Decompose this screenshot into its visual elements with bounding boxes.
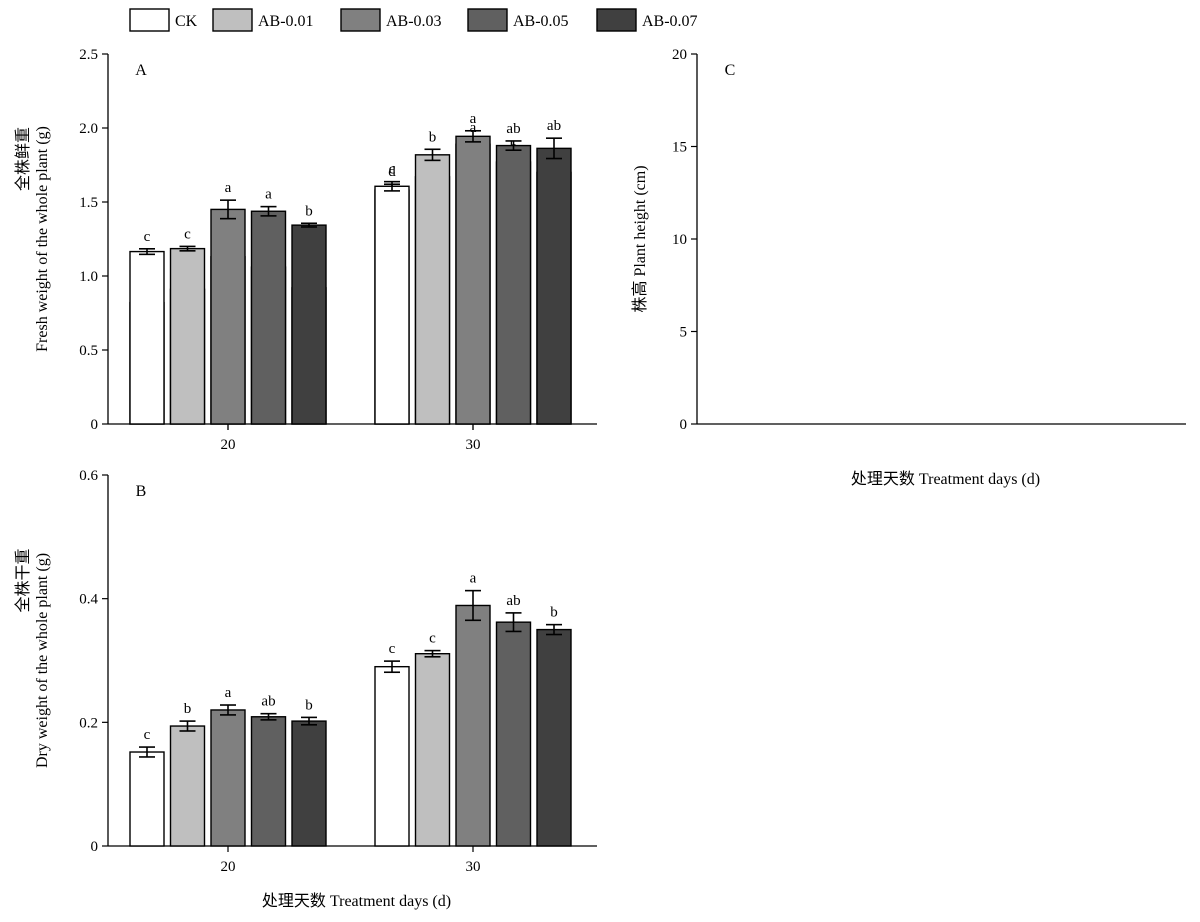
x-tick-label: 30 bbox=[466, 437, 481, 453]
y-tick-label: 2.0 bbox=[79, 121, 98, 137]
significance-letter: c bbox=[184, 226, 191, 242]
panel-label-b: B bbox=[136, 483, 147, 500]
legend: CK AB-0.01 AB-0.03 AB-0.05 AB-0.07 bbox=[129, 8, 698, 32]
significance-letter: b bbox=[550, 605, 558, 621]
y-tick-label: 2.5 bbox=[79, 47, 98, 63]
legend-swatch-ab-0.05 bbox=[467, 8, 508, 32]
legend-swatch-ck bbox=[129, 8, 170, 32]
y-tick-label: 10 bbox=[672, 232, 687, 248]
y-tick-label: 1.0 bbox=[79, 269, 98, 285]
y-axis-title-cn: 株高 bbox=[631, 281, 649, 313]
y-tick-label: 0.5 bbox=[79, 343, 98, 359]
bar-ab-0.07-day30 bbox=[536, 147, 572, 425]
legend-swatch-ab-0.07 bbox=[596, 8, 637, 32]
legend-label-ab-0.03: AB-0.03 bbox=[386, 13, 442, 30]
y-tick-label: 0.2 bbox=[79, 715, 98, 731]
y-tick-label: 0 bbox=[91, 839, 99, 855]
y-tick-label: 20 bbox=[672, 47, 687, 63]
legend-swatch-ab-0.03 bbox=[340, 8, 381, 32]
significance-letter: ab bbox=[547, 118, 561, 134]
y-axis-title-cn: 全株鲜重 bbox=[14, 127, 32, 191]
panel-label-a: A bbox=[135, 62, 147, 79]
legend-swatch-ab-0.01 bbox=[212, 8, 253, 32]
y-axis-title-en: Fresh weight of the whole plant (g) bbox=[34, 126, 51, 352]
significance-letter: b bbox=[305, 203, 313, 219]
y-tick-label: 0.4 bbox=[79, 592, 98, 608]
y-axis-title: 株高 Plant height (cm) bbox=[631, 165, 649, 312]
bar-ab-0.03-day30 bbox=[455, 604, 491, 847]
significance-letter: a bbox=[470, 571, 477, 587]
y-axis-title-en: Dry weight of the whole plant (g) bbox=[34, 553, 51, 768]
legend-label-ab-0.05: AB-0.05 bbox=[513, 13, 569, 30]
y-tick-label: 0 bbox=[680, 417, 688, 433]
significance-letter: ab bbox=[506, 593, 520, 609]
significance-letter: c bbox=[429, 631, 436, 647]
x-axis-title: 处理天数 Treatment days (d) bbox=[851, 470, 1040, 488]
bar-ab-0.05-day30 bbox=[495, 144, 532, 425]
bar-ab-0.01-day30 bbox=[414, 652, 451, 847]
legend-label-ab-0.07: AB-0.07 bbox=[642, 13, 698, 30]
bar-ck-day20 bbox=[129, 751, 165, 847]
bar-ab-0.07-day20 bbox=[291, 224, 327, 425]
y-tick-label: 0.6 bbox=[79, 468, 98, 484]
significance-letter: b bbox=[305, 697, 313, 713]
bar-ck-day30 bbox=[374, 665, 410, 847]
significance-letter: ab bbox=[506, 121, 520, 137]
bar-ab-0.01-day20 bbox=[169, 247, 206, 425]
significance-letter: c bbox=[144, 229, 151, 245]
significance-letter: c bbox=[389, 641, 396, 657]
panel-label-c: C bbox=[725, 62, 736, 79]
significance-letter: c bbox=[389, 162, 396, 178]
significance-letter: a bbox=[470, 111, 477, 127]
y-tick-label: 0 bbox=[91, 417, 99, 433]
bar-ab-0.01-day30 bbox=[414, 154, 451, 425]
x-tick-label: 20 bbox=[221, 859, 236, 875]
significance-letter: b bbox=[184, 701, 192, 717]
bar-ck-day20 bbox=[129, 250, 165, 425]
y-axis-title-en: Plant height (cm) bbox=[632, 165, 649, 280]
y-tick-label: 15 bbox=[672, 140, 687, 156]
y-tick-label: 1.5 bbox=[79, 195, 98, 211]
significance-letter: d bbox=[388, 164, 396, 180]
bar-ab-0.07-day30 bbox=[536, 628, 572, 847]
significance-letter: a bbox=[265, 187, 272, 203]
bar-ab-0.01-day20 bbox=[169, 725, 206, 847]
legend-label-ck: CK bbox=[175, 13, 198, 30]
bar-ab-0.05-day20 bbox=[250, 210, 287, 425]
bar-ab-0.07-day20 bbox=[291, 720, 327, 847]
y-tick-label: 5 bbox=[680, 325, 688, 341]
bar-ab-0.05-day20 bbox=[250, 716, 287, 847]
significance-letter: a bbox=[225, 685, 232, 701]
significance-letter: a bbox=[470, 120, 477, 136]
legend-label-ab-0.01: AB-0.01 bbox=[258, 13, 314, 30]
bar-ab-0.03-day30 bbox=[455, 135, 491, 425]
x-axis-title: 处理天数 Treatment days (d) bbox=[262, 892, 451, 910]
significance-letter: a bbox=[225, 180, 232, 196]
significance-letter: ab bbox=[261, 694, 275, 710]
x-tick-label: 30 bbox=[466, 859, 481, 875]
bar-ab-0.03-day20 bbox=[210, 709, 246, 847]
significance-letter: b bbox=[429, 129, 437, 145]
y-axis-title-cn: 全株干重 bbox=[14, 548, 32, 612]
bar-ab-0.03-day20 bbox=[210, 208, 246, 425]
x-tick-label: 20 bbox=[221, 437, 236, 453]
significance-letter: c bbox=[144, 727, 151, 743]
bar-ck-day30 bbox=[374, 185, 410, 425]
bar-ab-0.05-day30 bbox=[495, 621, 532, 847]
panel-b-dry-weight-chart: 0 0.2 0.4 0.6 20 30 Bc c b c a a ab ab b b 全株干重 Dry weigh… bbox=[14, 468, 597, 910]
